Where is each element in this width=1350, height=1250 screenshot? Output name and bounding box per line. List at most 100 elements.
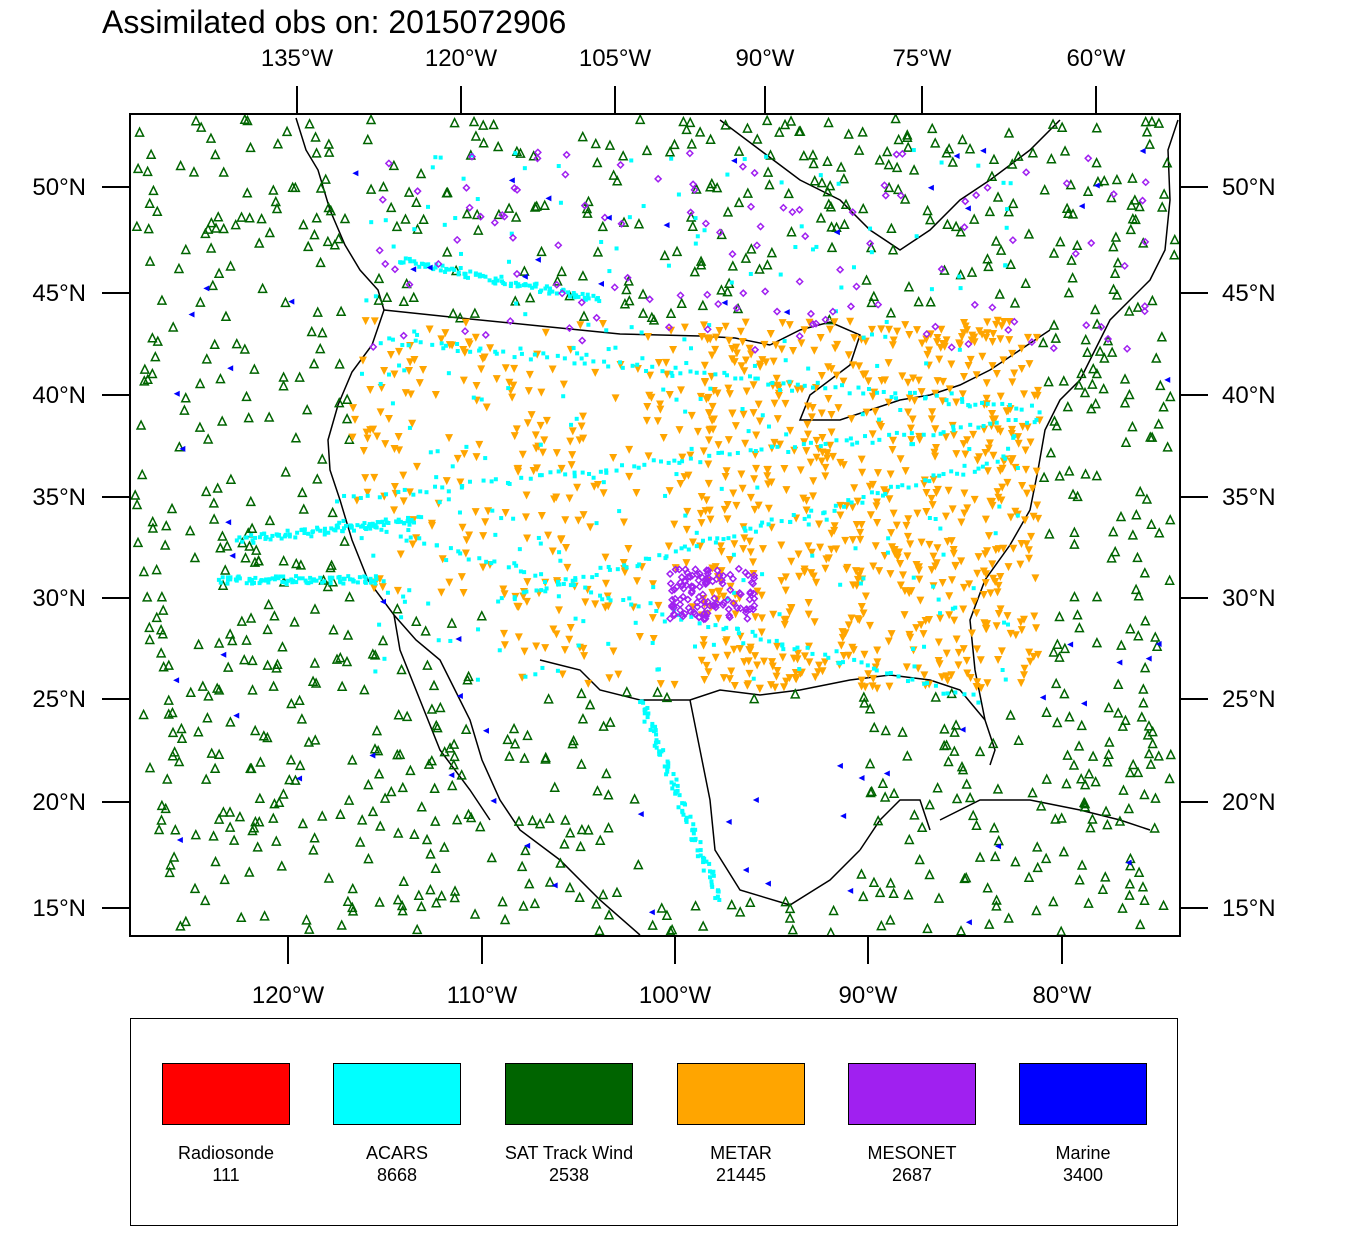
metar-marker	[537, 511, 546, 520]
metar-marker	[654, 601, 663, 610]
metar-marker	[945, 385, 954, 394]
acars-marker	[310, 530, 315, 535]
sat-track-wind-marker	[254, 237, 265, 248]
acars-marker	[967, 447, 972, 452]
sat-track-wind-marker	[824, 179, 836, 191]
sat-track-wind-marker	[1023, 228, 1035, 239]
acars-marker	[293, 535, 298, 540]
acars-marker	[834, 649, 839, 654]
acars-marker	[468, 269, 473, 274]
metar-marker	[982, 394, 991, 403]
metar-marker	[868, 682, 877, 691]
mesonet-marker	[898, 149, 907, 158]
acars-marker	[469, 153, 474, 158]
marine-marker	[229, 552, 236, 559]
metar-marker	[758, 356, 767, 365]
metar-marker	[590, 482, 599, 491]
acars-marker	[630, 363, 635, 368]
sat-track-wind-marker	[790, 688, 801, 699]
acars-marker	[953, 690, 958, 695]
sat-track-wind-marker	[949, 726, 960, 737]
metar-marker	[699, 641, 708, 650]
metar-marker	[962, 656, 971, 665]
sat-track-wind-marker	[559, 838, 570, 849]
sat-track-wind-marker	[1147, 737, 1158, 749]
metar-marker	[781, 586, 790, 595]
sat-track-wind-marker	[869, 721, 880, 733]
metar-marker	[959, 583, 968, 592]
acars-marker	[861, 495, 866, 500]
sat-track-wind-marker	[441, 246, 453, 257]
mesonet-marker	[750, 601, 759, 610]
acars-marker	[671, 782, 676, 787]
sat-track-wind-marker	[478, 137, 489, 148]
sat-track-wind-marker	[166, 502, 178, 514]
metar-marker	[905, 589, 914, 598]
acars-marker	[499, 516, 504, 521]
acars-marker	[688, 456, 693, 461]
metar-marker	[852, 581, 861, 590]
metar-marker	[563, 563, 572, 572]
acars-marker	[651, 458, 656, 463]
sat-track-wind-marker	[1069, 590, 1080, 602]
mesonet-marker	[703, 609, 712, 618]
sat-track-wind-marker	[190, 115, 202, 126]
metar-marker	[907, 436, 916, 445]
metar-marker	[918, 339, 927, 348]
metar-marker	[817, 372, 826, 381]
metar-marker	[532, 464, 541, 473]
metar-marker	[456, 478, 465, 487]
metar-marker	[856, 535, 865, 544]
acars-marker	[684, 819, 689, 824]
right-lat-label: 15°N	[1222, 895, 1276, 922]
acars-marker	[865, 663, 870, 668]
acars-marker	[591, 475, 596, 480]
metar-marker	[1033, 501, 1042, 510]
acars-marker	[523, 674, 528, 679]
acars-marker	[673, 791, 678, 796]
sat-track-wind-marker	[280, 466, 291, 477]
observation-points-layer	[130, 114, 1180, 936]
acars-marker	[721, 537, 726, 542]
acars-marker	[326, 530, 331, 535]
metar-marker	[983, 329, 992, 338]
metar-marker	[727, 667, 736, 676]
acars-marker	[606, 641, 611, 646]
acars-marker	[412, 227, 417, 232]
metar-marker	[717, 547, 726, 556]
acars-marker	[558, 200, 563, 205]
acars-marker	[364, 298, 369, 303]
sat-track-wind-marker	[1054, 470, 1065, 481]
acars-marker	[704, 859, 709, 864]
acars-marker	[582, 361, 587, 366]
sat-track-wind-marker	[447, 779, 458, 791]
acars-marker	[297, 576, 302, 581]
sat-track-wind-marker	[961, 778, 972, 789]
acars-marker	[950, 606, 955, 611]
metar-marker	[1031, 574, 1040, 583]
metar-marker	[761, 358, 770, 367]
metar-marker	[609, 647, 618, 656]
metar-marker	[847, 614, 856, 623]
acars-marker	[1002, 620, 1007, 625]
acars-marker	[366, 524, 371, 529]
sat-track-wind-marker	[748, 692, 760, 704]
acars-marker	[894, 430, 899, 435]
mesonet-marker	[692, 570, 702, 579]
metar-marker	[351, 415, 360, 424]
mesonet-marker	[690, 185, 699, 194]
acars-marker	[446, 371, 451, 376]
acars-marker	[574, 293, 579, 298]
acars-marker	[677, 793, 682, 798]
metar-marker	[994, 581, 1003, 590]
sat-track-wind-marker	[449, 750, 460, 762]
sat-track-wind-marker	[864, 703, 876, 714]
metar-marker	[933, 334, 942, 343]
sat-track-wind-marker	[764, 178, 775, 190]
sat-track-wind-marker	[435, 701, 446, 713]
acars-marker	[556, 579, 561, 584]
acars-marker	[633, 620, 638, 625]
sat-track-wind-marker	[1091, 367, 1103, 379]
acars-marker	[651, 729, 656, 734]
sat-track-wind-marker	[955, 925, 967, 936]
